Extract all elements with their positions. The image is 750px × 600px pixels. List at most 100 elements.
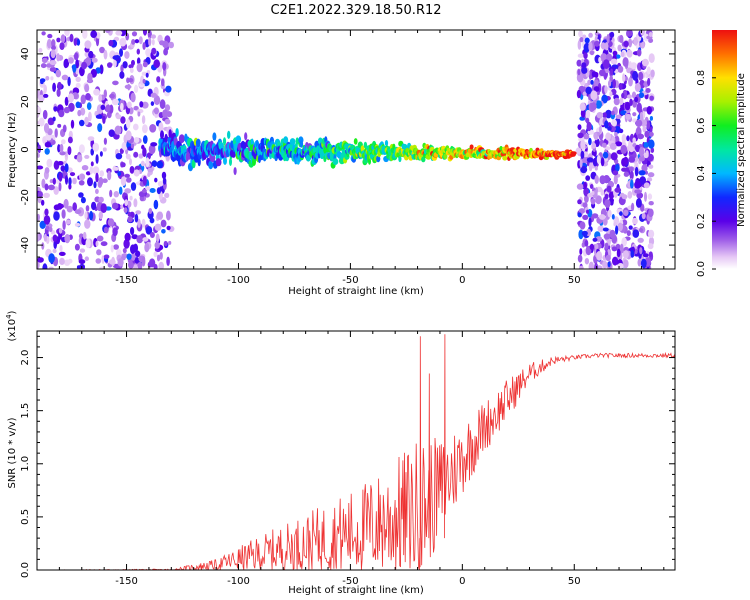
noise-blob	[41, 178, 46, 189]
noise-blob	[620, 110, 627, 116]
noise-blob	[126, 177, 132, 183]
noise-blob	[596, 251, 603, 261]
noise-blob	[57, 161, 64, 166]
noise-blob	[611, 246, 618, 252]
noise-blob	[579, 221, 586, 230]
x-tick-label: 50	[568, 576, 581, 587]
noise-blob	[124, 84, 132, 90]
noise-blob	[149, 232, 155, 238]
noise-blob	[81, 61, 88, 70]
noise-blob	[85, 171, 91, 176]
noise-blob	[600, 157, 605, 167]
noise-blob	[63, 60, 69, 69]
noise-blob	[162, 109, 169, 118]
noise-blob	[141, 188, 147, 193]
noise-blob	[68, 57, 74, 64]
noise-blob	[108, 39, 114, 47]
noise-blob	[632, 112, 637, 117]
noise-blob	[48, 266, 54, 269]
noise-blob	[95, 258, 102, 264]
noise-blob	[84, 40, 92, 49]
noise-blob	[623, 40, 629, 48]
noise-blob	[158, 261, 164, 269]
noise-blob	[579, 159, 583, 168]
noise-blob	[646, 120, 651, 130]
noise-blob	[156, 187, 161, 195]
noise-blob	[150, 92, 157, 98]
noise-blob	[628, 76, 633, 87]
noise-blob	[39, 220, 46, 229]
noise-blob	[41, 242, 45, 250]
noise-blob	[606, 33, 610, 44]
noise-blob	[103, 49, 108, 60]
noise-blob	[626, 135, 630, 142]
noise-blob	[636, 102, 642, 113]
noise-blob	[576, 183, 584, 190]
noise-blob	[628, 156, 636, 163]
snr-plot-area	[37, 334, 675, 570]
noise-blob	[93, 88, 100, 96]
x-tick-label: 0	[459, 275, 465, 286]
colorbar-tick-label: 0.2	[696, 213, 707, 229]
noise-blob	[575, 147, 582, 154]
noise-blob	[74, 243, 80, 251]
noise-blob	[142, 237, 149, 242]
noise-blob	[134, 84, 139, 93]
noise-blob	[598, 56, 602, 63]
noise-blob	[56, 88, 61, 98]
noise-blob	[617, 65, 624, 73]
noise-blob	[120, 176, 127, 187]
noise-blob	[592, 237, 598, 242]
noise-blob	[609, 229, 616, 239]
noise-blob	[126, 101, 132, 109]
noise-blob	[631, 202, 635, 212]
signal-blob	[222, 137, 227, 146]
spectrogram-y-ticks: -40 -20 0 20 40	[20, 29, 675, 270]
noise-blob	[641, 212, 646, 220]
signal-blob	[384, 140, 389, 147]
noise-blob	[577, 68, 581, 76]
noise-blob	[96, 235, 104, 242]
noise-blob	[630, 62, 637, 70]
noise-blob	[161, 229, 166, 234]
snr-y-ticks: 0.0 0.5 1.0 1.5 2.0	[20, 335, 675, 578]
noise-blob	[37, 191, 44, 198]
noise-blob	[47, 33, 53, 39]
noise-blob	[136, 235, 143, 244]
noise-blob	[617, 222, 623, 232]
noise-blob	[147, 172, 151, 177]
snr-frame	[36, 330, 676, 571]
noise-blob	[154, 223, 162, 231]
noise-blob	[124, 188, 132, 194]
noise-blob	[55, 69, 62, 78]
noise-blob	[590, 79, 594, 85]
snr-y-label: SNR (10 * v/v)	[7, 417, 18, 488]
noise-blob	[580, 139, 586, 150]
noise-blob	[580, 166, 588, 174]
noise-blob	[96, 32, 101, 39]
noise-blob	[589, 243, 595, 250]
noise-blob	[131, 234, 138, 240]
signal-blob	[502, 155, 508, 161]
colorbar: 0.0 0.2 0.4 0.6 0.8 Normalized spectral ampl…	[696, 30, 747, 277]
noise-blob	[67, 146, 72, 156]
noise-blob	[149, 124, 157, 133]
noise-blob	[58, 109, 65, 118]
noise-blob	[130, 182, 137, 191]
noise-blob	[577, 212, 582, 218]
noise-blob	[124, 232, 131, 242]
noise-blob	[622, 73, 626, 83]
noise-blob	[577, 124, 582, 130]
noise-blob	[120, 162, 126, 168]
noise-blob	[620, 51, 625, 58]
noise-blob	[153, 95, 161, 106]
signal-blob	[421, 156, 426, 163]
snr-multiplier: (x104)	[5, 310, 18, 341]
noise-blob	[53, 186, 59, 195]
noise-blob	[117, 258, 124, 267]
noise-blob	[626, 49, 633, 58]
noise-blob	[619, 97, 624, 105]
noise-blob	[41, 57, 48, 63]
noise-blob	[148, 258, 156, 268]
x-tick-label: -100	[227, 576, 250, 587]
